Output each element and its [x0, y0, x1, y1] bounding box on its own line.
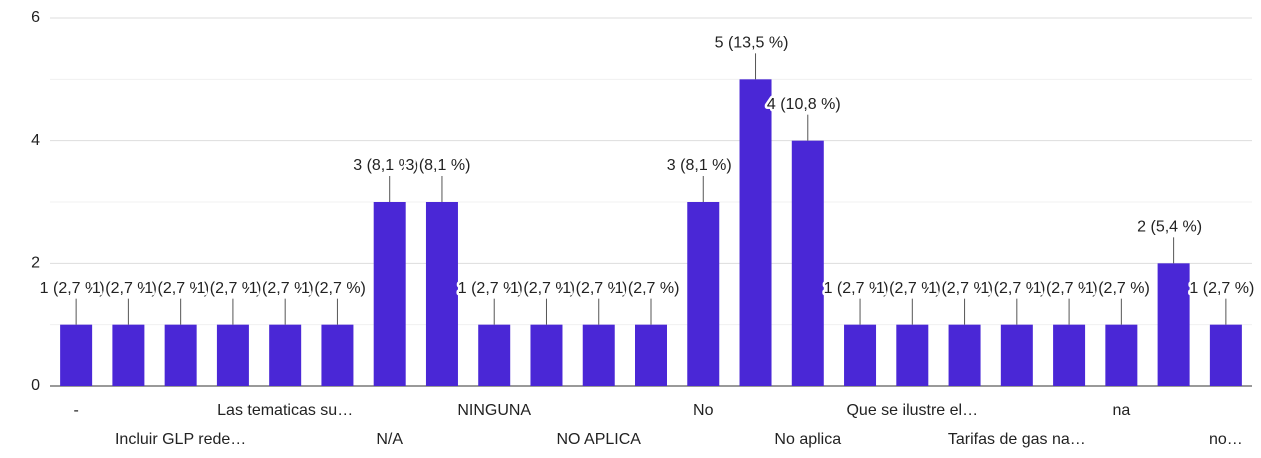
- bar: [844, 324, 877, 386]
- bar: [164, 324, 197, 386]
- bar: [1209, 324, 1242, 386]
- bar: [478, 324, 511, 386]
- value-label: 5 (13,5 %): [715, 35, 789, 52]
- bar: [1105, 324, 1138, 386]
- x-tick-label: Que se ilustre el…: [846, 402, 978, 419]
- bar: [1053, 324, 1086, 386]
- value-label: 1 (2,7 %): [1189, 280, 1254, 297]
- bar: [425, 202, 458, 386]
- x-tick-label: NO APLICA: [556, 431, 641, 448]
- y-tick-label: 6: [31, 9, 40, 26]
- x-tick-label: Tarifas de gas na…: [948, 431, 1086, 448]
- value-label: 1 (2,7 %): [615, 280, 680, 297]
- x-tick-label: Incluir GLP rede…: [115, 431, 246, 448]
- bar: [373, 202, 406, 386]
- x-tick-label: NINGUNA: [457, 402, 531, 419]
- x-tick-label: No aplica: [774, 431, 841, 448]
- value-label: 1 (2,7 %): [928, 280, 993, 297]
- bar: [321, 324, 354, 386]
- x-tick-label: No: [693, 402, 714, 419]
- value-label: 4 (10,8 %): [767, 96, 841, 113]
- value-label: 2 (5,4 %): [1137, 219, 1202, 236]
- bar: [1157, 263, 1190, 386]
- bar: [739, 79, 772, 386]
- value-label: 3 (8,1 %): [353, 157, 418, 174]
- value-label: 1 (2,7 %): [458, 280, 523, 297]
- bar: [582, 324, 615, 386]
- value-label: 1 (2,7 %): [824, 280, 889, 297]
- value-label: 1 (2,7 %): [301, 280, 366, 297]
- bar: [112, 324, 145, 386]
- value-label: 3 (8,1 %): [405, 157, 470, 174]
- bar: [687, 202, 720, 386]
- value-label: 1 (2,7 %): [144, 280, 209, 297]
- bar: [1000, 324, 1033, 386]
- value-label: 1 (2,7 %): [562, 280, 627, 297]
- bar: [216, 324, 249, 386]
- value-label: 1 (2,7 %): [980, 280, 1045, 297]
- y-tick-label: 0: [31, 377, 40, 394]
- y-tick-label: 4: [31, 132, 40, 149]
- value-label: 1 (2,7 %): [196, 280, 261, 297]
- x-tick-label: N/A: [376, 431, 403, 448]
- value-label: 1 (2,7 %): [510, 280, 575, 297]
- value-label: 1 (2,7 %): [40, 280, 105, 297]
- bar: [530, 324, 563, 386]
- x-tick-label: na: [1112, 402, 1130, 419]
- value-label: 1 (2,7 %): [1085, 280, 1150, 297]
- x-tick-label: no…: [1209, 431, 1243, 448]
- bar: [791, 140, 824, 386]
- value-label: 3 (8,1 %): [667, 157, 732, 174]
- value-label: 1 (2,7 %): [249, 280, 314, 297]
- bar: [269, 324, 302, 386]
- value-label: 1 (2,7 %): [876, 280, 941, 297]
- y-tick-label: 2: [31, 255, 40, 272]
- bar: [896, 324, 929, 386]
- bar: [635, 324, 667, 386]
- x-tick-label: Las tematicas su…: [217, 402, 353, 419]
- value-label: 1 (2,7 %): [1033, 280, 1098, 297]
- value-label: 1 (2,7 %): [92, 280, 157, 297]
- bar: [948, 324, 981, 386]
- x-tick-label: -: [73, 402, 78, 419]
- bar: [60, 324, 93, 386]
